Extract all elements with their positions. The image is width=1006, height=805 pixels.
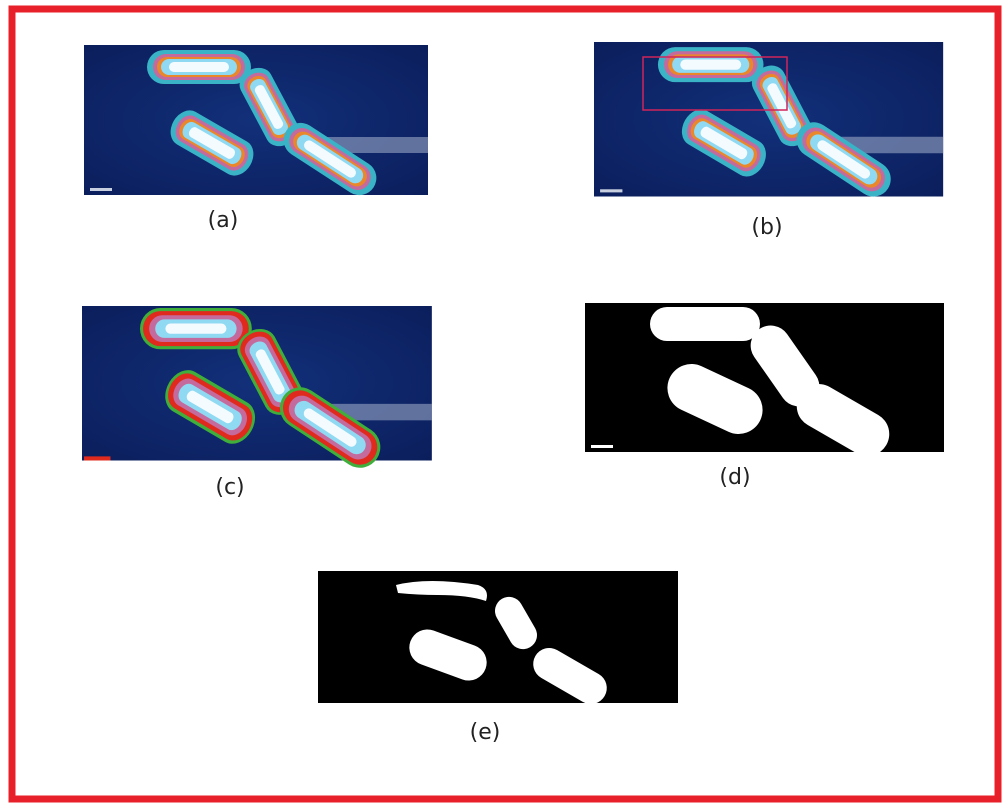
figure: (a) (b) (c) (d) (e) [0, 0, 1006, 805]
panel-image [585, 303, 944, 464]
page: (a) (b) (c) (d) (e) (() => { const data … [0, 0, 1006, 805]
panel-image [84, 45, 428, 202]
panel-image [318, 571, 678, 710]
binary-background [585, 303, 944, 452]
panel-image [82, 306, 432, 476]
panel-label: (e) [470, 720, 501, 745]
panel-label: (c) [215, 475, 244, 500]
binary-background [318, 571, 678, 703]
scale-bar [591, 445, 613, 448]
panel-image [594, 42, 943, 203]
blob [650, 307, 760, 341]
panel-label: (a) [208, 208, 239, 233]
panel-label: (d) [719, 465, 750, 490]
panel-label: (b) [751, 215, 782, 240]
